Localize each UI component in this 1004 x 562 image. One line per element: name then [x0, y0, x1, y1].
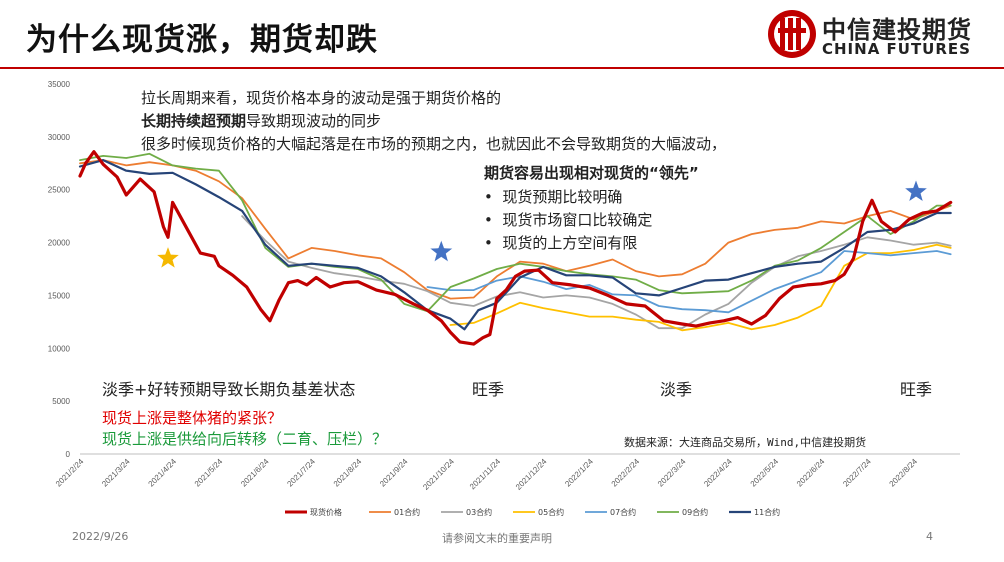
x-tick-label: 2021/8/24	[332, 457, 364, 489]
note-line-1: 拉长周期来看，现货价格本身的波动是强于期货价格的	[141, 89, 502, 107]
x-tick-label: 2021/7/24	[285, 457, 317, 489]
x-tick-label: 2022/5/24	[749, 457, 781, 489]
x-tick-label: 2022/8/24	[888, 457, 920, 489]
bullet-item: • 现货的上方空间有限	[484, 234, 638, 252]
x-tick-label: 2021/2/24	[54, 457, 86, 489]
series-line-03合约	[241, 215, 952, 330]
series-line-09合约	[79, 152, 952, 313]
y-tick-label: 5000	[52, 397, 70, 406]
bullet-text: 现货预期比较明确	[502, 188, 623, 206]
company-logo	[768, 10, 816, 58]
x-tick-label: 2021/6/24	[239, 457, 271, 489]
footer-date: 2022/9/26	[72, 530, 129, 543]
series-line-01合约	[79, 159, 952, 300]
series-line-spot	[78, 150, 953, 346]
logo-en-text: CHINA FUTURES	[822, 40, 971, 58]
x-tick-label: 2022/4/24	[702, 457, 734, 489]
footer-page: 4	[926, 530, 933, 543]
x-tick-label: 2021/10/24	[421, 457, 456, 492]
x-tick-label: 2021/5/24	[193, 457, 225, 489]
note-line-2-rest: 导致期现波动的同步	[246, 112, 382, 130]
note-line-2-bold: 长期持续超预期	[141, 112, 247, 130]
x-tick-label: 2022/3/24	[656, 457, 688, 489]
slide-title: 为什么现货涨，期货却跌	[26, 22, 378, 58]
star-marker-icon	[903, 179, 929, 203]
y-tick-label: 30000	[48, 133, 71, 142]
x-tick-label: 2022/1/24	[563, 457, 595, 489]
legend-label: 07合约	[610, 507, 636, 517]
star-marker-icon	[429, 239, 454, 263]
data-source: 数据来源：大连商品交易所，Wind,中信建投期货	[624, 436, 867, 449]
question-green: 现货上涨是供给向后转移（二育、压栏）？	[102, 430, 388, 448]
y-tick-label: 25000	[48, 186, 71, 195]
season-label: 旺季	[472, 380, 505, 399]
season-label: 淡季+好转预期导致长期负基差状态	[102, 380, 356, 399]
note-line-3: 很多时候现货价格的大幅起落是在市场的预期之内，也就因此不会导致期货的大幅波动，	[141, 135, 727, 153]
lead-box-title: 期货容易出现相对现货的“领先”	[484, 164, 699, 182]
y-tick-label: 15000	[48, 291, 71, 300]
bullet-text: 现货的上方空间有限	[502, 234, 638, 252]
legend-label: 03合约	[466, 507, 492, 517]
x-tick-label: 2022/7/24	[841, 457, 873, 489]
price-chart: 0 5000 10000 15000 20000 25000 30000 35000 2021/…	[48, 80, 960, 517]
legend-label: 01合约	[394, 507, 420, 517]
x-tick-label: 2021/11/24	[468, 457, 503, 492]
y-tick-label: 0	[66, 450, 71, 459]
series-line-07合约	[426, 250, 952, 314]
bullet-item: • 现货预期比较明确	[484, 188, 623, 206]
x-tick-label: 2022/2/24	[610, 457, 642, 489]
season-label: 旺季	[900, 380, 933, 399]
legend-label: 05合约	[538, 507, 564, 517]
y-tick-label: 20000	[48, 239, 71, 248]
y-tick-label: 10000	[48, 344, 71, 353]
x-tick-label: 2021/12/24	[514, 457, 549, 492]
x-tick-label: 2021/4/24	[147, 457, 179, 489]
legend-label: 现货价格	[310, 507, 342, 517]
logo-cn-text: 中信建投期货	[822, 16, 972, 44]
legend-label: 11合约	[754, 507, 780, 517]
legend-label: 09合约	[682, 507, 708, 517]
bullet-item: • 现货市场窗口比较确定	[484, 211, 653, 229]
x-tick-label: 2021/3/24	[100, 457, 132, 489]
title-divider	[0, 67, 1004, 69]
note-line-2: 长期持续超预期导致期现波动的同步	[141, 110, 381, 133]
bullet-text: 现货市场窗口比较确定	[502, 211, 653, 229]
question-red: 现货上涨是整体猪的紧张？	[102, 409, 283, 427]
season-label: 淡季	[660, 380, 693, 399]
footer-disclaimer: 请参阅文末的重要声明	[442, 532, 552, 545]
x-tick-label: 2022/6/24	[795, 457, 827, 489]
series-line-11合约	[78, 158, 952, 331]
star-marker-icon	[155, 245, 181, 269]
y-tick-label: 35000	[48, 80, 71, 89]
x-tick-label: 2021/9/24	[378, 457, 410, 489]
